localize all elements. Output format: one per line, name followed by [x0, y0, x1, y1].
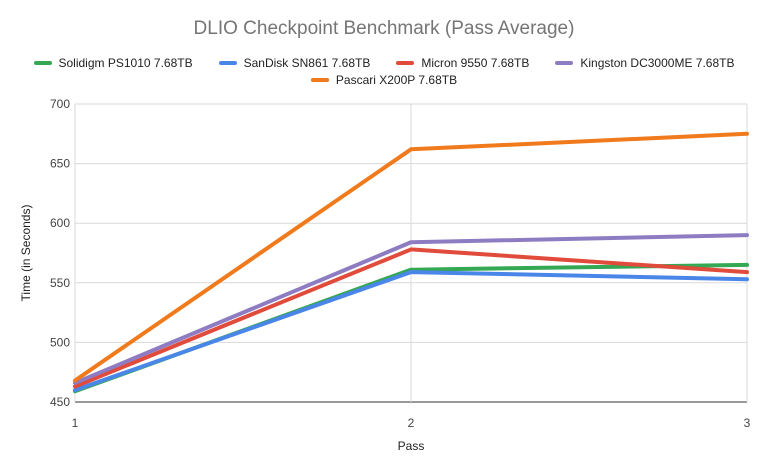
legend-item-solidigm: Solidigm PS1010 7.68TB: [33, 56, 193, 70]
legend-swatch: [396, 61, 415, 65]
legend-item-micron: Micron 9550 7.68TB: [396, 56, 529, 70]
series-line-pascari-x200p-7-68tb: [73, 131, 749, 383]
y-axis-ticks: 450 500 550 600 650 700: [50, 97, 70, 409]
y-tick-label: 500: [50, 335, 70, 349]
legend-swatch: [310, 78, 329, 82]
x-tick-label: 3: [744, 416, 751, 430]
legend-item-pascari: Pascari X200P 7.68TB: [310, 73, 458, 87]
legend-item-sandisk: SanDisk SN861 7.68TB: [218, 56, 371, 70]
x-tick-label: 2: [408, 416, 415, 430]
y-tick-label: 650: [50, 157, 70, 171]
legend-label: Micron 9550 7.68TB: [421, 56, 530, 70]
series-line-kingston-dc3000me-7-68tb: [73, 233, 749, 385]
x-axis-ticks: 1 2 3: [72, 416, 751, 430]
legend-row-1: Solidigm PS1010 7.68TB SanDisk SN861 7.6…: [0, 56, 768, 70]
legend-row-2: Pascari X200P 7.68TB: [0, 73, 768, 87]
legend-swatch: [33, 61, 52, 65]
series-lines: [73, 131, 749, 394]
y-tick-label: 550: [50, 276, 70, 290]
legend: Solidigm PS1010 7.68TB SanDisk SN861 7.6…: [0, 56, 768, 90]
y-axis-title: Time (in Seconds): [19, 205, 33, 302]
legend-label: Pascari X200P 7.68TB: [335, 73, 458, 87]
chart-title: DLIO Checkpoint Benchmark (Pass Average): [193, 18, 575, 39]
legend-swatch: [555, 61, 574, 65]
legend-swatch: [218, 61, 237, 65]
legend-label: SanDisk SN861 7.68TB: [243, 56, 371, 70]
y-tick-label: 700: [50, 97, 70, 111]
x-axis-title: Pass: [398, 439, 425, 453]
x-tick-label: 1: [72, 416, 79, 430]
series-line-sandisk-sn861-7-68tb: [73, 270, 749, 393]
legend-item-kingston: Kingston DC3000ME 7.68TB: [555, 56, 734, 70]
legend-label: Solidigm PS1010 7.68TB: [58, 56, 193, 70]
y-tick-label: 450: [50, 395, 70, 409]
series-line-micron-9550-7-68tb: [73, 247, 749, 389]
y-tick-label: 600: [50, 216, 70, 230]
legend-label: Kingston DC3000ME 7.68TB: [580, 56, 735, 70]
